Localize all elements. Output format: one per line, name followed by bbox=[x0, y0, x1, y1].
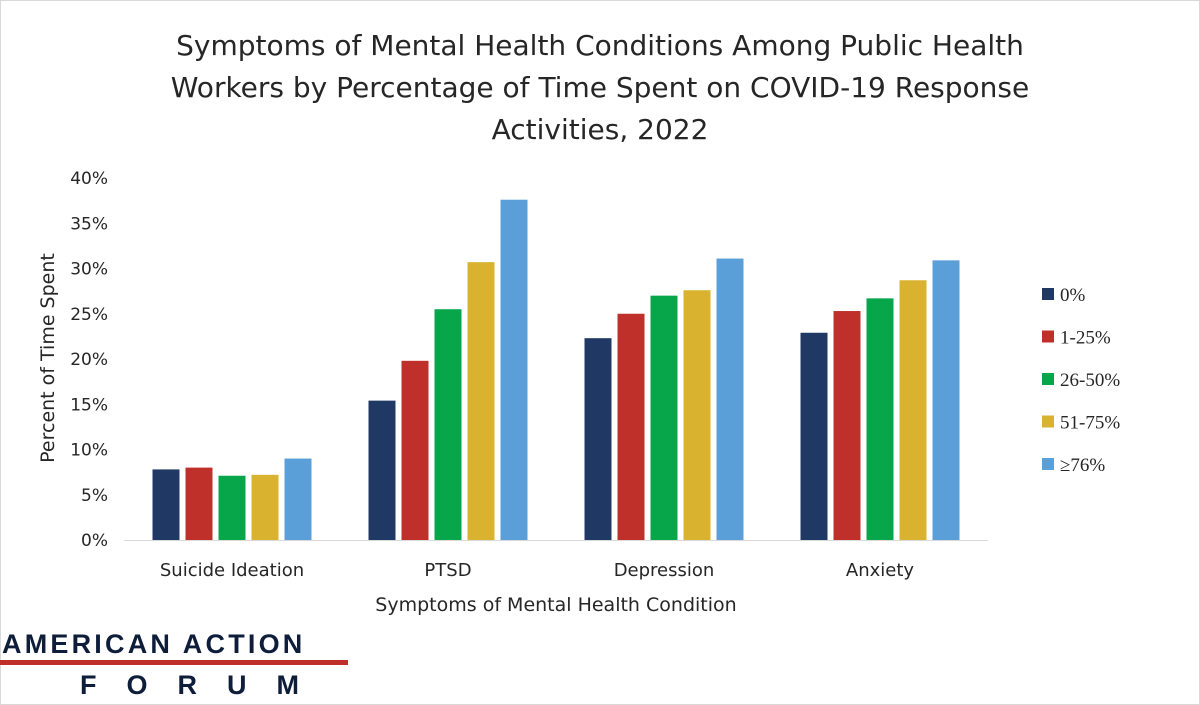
bar-suicide-ideation-2 bbox=[185, 467, 213, 540]
legend-label: 1-25% bbox=[1060, 328, 1111, 349]
legend-label: 0% bbox=[1060, 285, 1086, 306]
x-axis-title: Symptoms of Mental Health Condition bbox=[375, 594, 736, 616]
chart-title-line: Symptoms of Mental Health Conditions Amo… bbox=[176, 29, 1024, 62]
legend-swatch bbox=[1042, 330, 1054, 343]
legend-label: 26-50% bbox=[1060, 370, 1120, 391]
bar-anxiety-5 bbox=[932, 260, 960, 540]
legend-swatch bbox=[1042, 415, 1054, 428]
bar-ptsd-3 bbox=[434, 309, 462, 540]
logo-line-2: FORUM bbox=[80, 670, 329, 700]
y-tick-label: 20% bbox=[70, 350, 108, 370]
bars bbox=[152, 199, 960, 540]
bar-depression-4 bbox=[683, 290, 711, 540]
bar-depression-2 bbox=[617, 313, 645, 540]
y-tick-label: 10% bbox=[70, 441, 108, 461]
y-tick-label: 30% bbox=[70, 260, 108, 280]
american-action-forum-logo: AMERICAN ACTION FORUM bbox=[0, 629, 348, 700]
chart-title-line: Workers by Percentage of Time Spent on C… bbox=[171, 71, 1029, 104]
y-tick-label: 0% bbox=[81, 531, 108, 551]
bar-anxiety-2 bbox=[833, 311, 861, 540]
legend-swatch bbox=[1042, 288, 1054, 300]
chart-title: Symptoms of Mental Health Conditions Amo… bbox=[171, 29, 1029, 146]
bar-ptsd-4 bbox=[467, 262, 495, 540]
x-category-label: Depression bbox=[614, 560, 715, 581]
y-axis-title: Percent of Time Spent bbox=[37, 253, 59, 463]
bar-suicide-ideation-1 bbox=[152, 469, 180, 540]
legend-label: 51-75% bbox=[1060, 413, 1120, 434]
legend-swatch bbox=[1042, 458, 1054, 470]
bar-depression-1 bbox=[584, 338, 612, 540]
logo-line-1: AMERICAN ACTION bbox=[2, 629, 306, 659]
bar-ptsd-2 bbox=[401, 360, 429, 540]
y-tick-label: 5% bbox=[81, 486, 108, 506]
bar-anxiety-1 bbox=[800, 332, 828, 540]
x-category-label: Suicide Ideation bbox=[160, 560, 304, 581]
legend: 0% 1-25% 26-50% 51-75% ≥76% bbox=[1042, 285, 1120, 476]
y-tick-label: 15% bbox=[70, 395, 108, 415]
y-tick-label: 25% bbox=[70, 305, 108, 325]
legend-swatch bbox=[1042, 373, 1054, 385]
y-tick-label: 40% bbox=[70, 169, 108, 189]
bar-depression-3 bbox=[650, 295, 678, 540]
bar-suicide-ideation-4 bbox=[251, 474, 279, 540]
y-axis: 0% 5% 10% 15% 20% 25% 30% 35% 40% bbox=[70, 169, 108, 551]
x-axis: Suicide Ideation PTSD Depression Anxiety bbox=[124, 540, 988, 581]
y-tick-label: 35% bbox=[70, 214, 108, 234]
x-category-label: PTSD bbox=[424, 560, 471, 581]
legend-label: ≥76% bbox=[1060, 455, 1105, 476]
bar-suicide-ideation-5 bbox=[284, 458, 312, 540]
bar-suicide-ideation-3 bbox=[218, 475, 246, 540]
bar-depression-5 bbox=[716, 258, 744, 540]
bar-ptsd-5 bbox=[500, 199, 528, 540]
bar-anxiety-3 bbox=[866, 298, 894, 540]
chart-title-line: Activities, 2022 bbox=[492, 113, 709, 146]
logo-rule bbox=[0, 660, 348, 665]
bar-ptsd-1 bbox=[368, 400, 396, 540]
x-category-label: Anxiety bbox=[846, 560, 915, 581]
bar-anxiety-4 bbox=[899, 280, 927, 540]
